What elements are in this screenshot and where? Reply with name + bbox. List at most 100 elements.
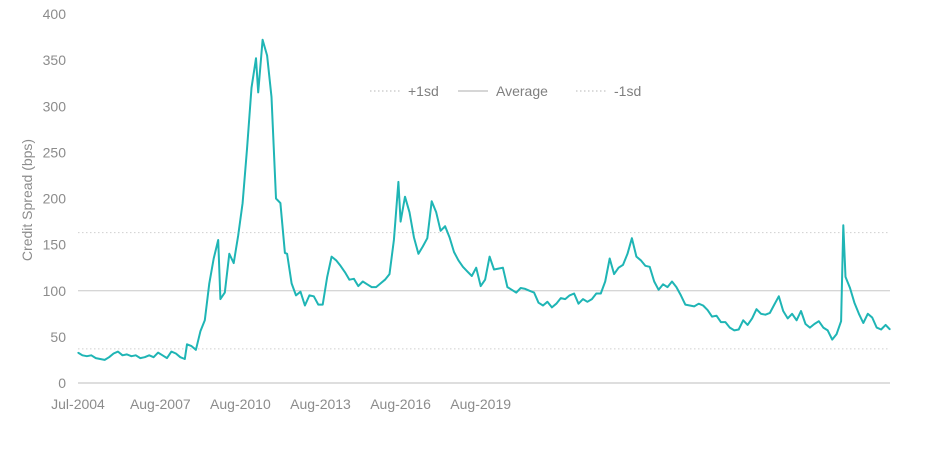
data-point	[308, 294, 310, 296]
data-point	[582, 298, 584, 300]
data-point	[711, 316, 713, 318]
y-tick-label: 250	[43, 144, 67, 160]
data-point	[204, 319, 206, 321]
data-point	[840, 320, 842, 322]
data-point	[166, 357, 168, 359]
data-point	[542, 304, 544, 307]
data-point	[242, 202, 244, 204]
data-point	[778, 295, 780, 297]
data-point	[170, 351, 172, 353]
data-point	[291, 282, 293, 284]
data-point	[626, 253, 629, 255]
data-point	[586, 301, 589, 303]
data-point	[675, 286, 678, 288]
data-point	[751, 317, 753, 319]
data-point	[889, 328, 891, 331]
data-point	[564, 298, 566, 300]
data-point	[431, 200, 433, 202]
data-point	[524, 288, 526, 290]
data-point	[161, 354, 164, 356]
data-point	[362, 280, 364, 283]
data-point	[622, 264, 624, 266]
x-tick-label: Aug-2016	[370, 396, 431, 412]
data-point	[326, 276, 328, 278]
data-point	[299, 291, 302, 293]
data-point	[831, 339, 833, 341]
x-tick-label: Aug-2013	[290, 396, 351, 412]
data-point	[724, 321, 727, 323]
data-point	[219, 298, 221, 300]
y-tick-label: 50	[50, 329, 66, 345]
data-point	[849, 287, 851, 289]
data-point	[353, 278, 355, 280]
data-point	[671, 280, 673, 283]
data-point	[266, 54, 268, 57]
data-point	[121, 354, 124, 356]
data-point	[853, 302, 856, 304]
data-point	[286, 253, 288, 255]
data-point	[804, 323, 807, 325]
data-point	[511, 289, 513, 291]
data-point	[715, 315, 718, 317]
data-point	[842, 224, 844, 226]
y-tick-label: 0	[58, 375, 66, 391]
data-point	[693, 305, 695, 307]
y-tick-label: 300	[43, 98, 67, 114]
data-point	[113, 352, 115, 355]
data-point	[348, 279, 350, 281]
data-point	[880, 328, 882, 331]
data-point	[426, 237, 428, 239]
data-point	[388, 273, 391, 275]
data-point	[81, 354, 83, 356]
data-point	[502, 267, 504, 269]
data-point	[546, 301, 549, 303]
x-tick-label: Jul-2004	[51, 396, 105, 412]
data-point	[95, 357, 97, 359]
data-point	[809, 327, 811, 329]
data-point	[515, 292, 517, 294]
data-point	[417, 253, 419, 255]
data-point	[666, 286, 669, 288]
data-point	[233, 262, 235, 264]
data-point	[653, 280, 655, 283]
data-point	[720, 321, 722, 323]
data-point	[422, 245, 424, 248]
data-point	[380, 282, 382, 284]
data-point	[595, 292, 597, 295]
data-point	[257, 91, 259, 93]
data-point	[250, 87, 253, 89]
data-point	[104, 359, 106, 361]
data-point	[108, 356, 110, 358]
data-point	[384, 279, 386, 281]
data-point	[493, 268, 495, 271]
data-point	[224, 292, 226, 294]
data-point	[569, 294, 571, 296]
data-point	[339, 265, 342, 267]
data-point	[371, 286, 373, 288]
data-point	[86, 355, 88, 357]
data-point	[400, 221, 402, 223]
data-point	[393, 239, 395, 241]
y-tick-label: 200	[43, 191, 67, 207]
data-point	[520, 287, 522, 289]
data-point	[747, 324, 749, 326]
data-point	[533, 292, 535, 294]
data-point	[404, 196, 406, 198]
data-point	[99, 358, 101, 360]
data-point	[295, 294, 297, 296]
data-point	[213, 257, 215, 260]
data-point	[217, 239, 219, 241]
data-point	[858, 313, 860, 315]
data-point	[649, 266, 651, 268]
data-point	[844, 276, 847, 278]
data-point	[270, 96, 273, 98]
x-axis-ticks: Jul-2004 Aug-2007 Aug-2010 Aug-2013 Aug-2016…	[51, 396, 511, 412]
data-point	[813, 323, 816, 325]
data-point	[375, 286, 377, 288]
data-point	[77, 352, 79, 354]
x-tick-label: Aug-2019	[450, 396, 511, 412]
data-point	[322, 304, 324, 306]
data-point	[862, 322, 864, 324]
data-point	[148, 354, 150, 356]
data-point	[698, 303, 700, 305]
